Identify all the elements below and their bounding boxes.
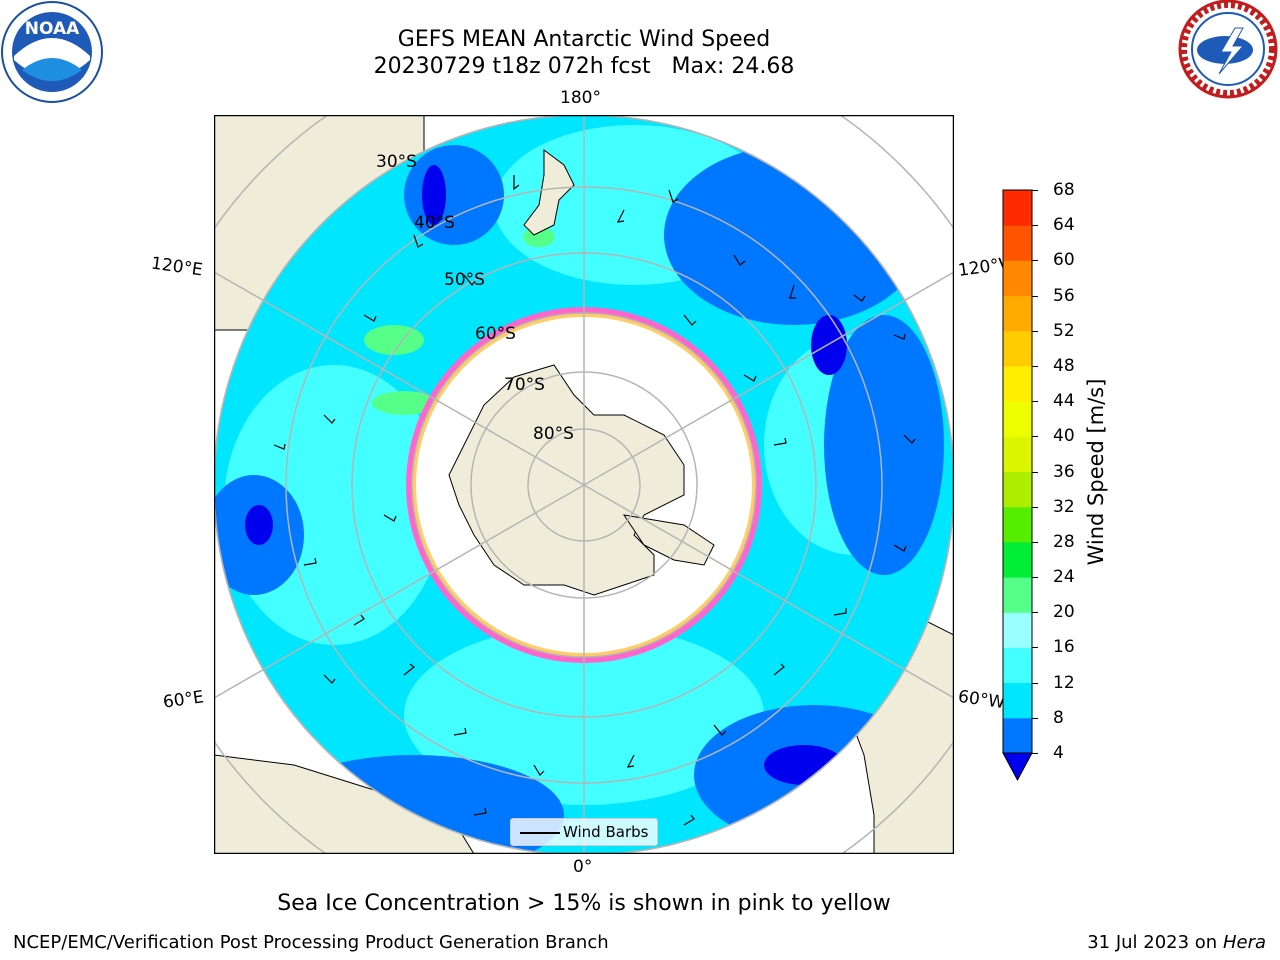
colorbar-band bbox=[1003, 365, 1032, 402]
colorbar-tick-mark bbox=[1032, 436, 1038, 438]
lon-label-60w: 60°W bbox=[956, 686, 1007, 714]
legend-line-icon bbox=[520, 832, 560, 834]
colorbar-tick-label: 32 bbox=[1053, 496, 1075, 517]
lat-label-30s: 30°S bbox=[376, 152, 417, 172]
colorbar-tick-label: 4 bbox=[1053, 743, 1064, 763]
colorbar-band bbox=[1003, 401, 1032, 437]
colorbar-band bbox=[1003, 436, 1032, 472]
lon-label-60e: 60°E bbox=[161, 687, 206, 713]
colorbar-tick-mark bbox=[1032, 541, 1038, 543]
lon-label-0: 0° bbox=[573, 857, 593, 877]
colorbar-tick-label: 20 bbox=[1053, 602, 1075, 623]
colorbar-tick-mark bbox=[1032, 506, 1038, 508]
colorbar-band bbox=[1003, 225, 1032, 261]
colorbar-band bbox=[1003, 260, 1032, 297]
colorbar-tick-mark bbox=[1032, 330, 1038, 332]
wind-barbs bbox=[273, 175, 916, 826]
colorbar-tick-mark bbox=[1032, 260, 1038, 262]
colorbar-tick-mark bbox=[1032, 577, 1038, 579]
colorbar-tick-mark bbox=[1032, 471, 1038, 473]
chart-title: GEFS MEAN Antarctic Wind Speed bbox=[397, 27, 771, 52]
colorbar bbox=[1002, 189, 1033, 782]
colorbar-tick-label: 48 bbox=[1053, 355, 1075, 376]
noaa-logo: NOAA bbox=[1, 1, 103, 103]
footer-host: Hera bbox=[1222, 932, 1266, 953]
legend-label: Wind Barbs bbox=[563, 823, 649, 841]
colorbar-band bbox=[1003, 541, 1032, 578]
footer-date-text: 31 Jul 2023 on bbox=[1087, 932, 1218, 953]
nws-logo bbox=[1178, 0, 1278, 99]
colorbar-band bbox=[1003, 190, 1032, 226]
colorbar-tick-label: 52 bbox=[1053, 320, 1075, 341]
land-antarctica bbox=[448, 364, 685, 596]
svg-text:NOAA: NOAA bbox=[25, 19, 80, 39]
lat-label-40s: 40°S bbox=[414, 213, 455, 233]
lat-label-60s: 60°S bbox=[475, 324, 516, 344]
colorbar-tick-label: 40 bbox=[1053, 426, 1075, 447]
lon-label-180: 180° bbox=[560, 88, 601, 108]
colorbar-band bbox=[1003, 506, 1032, 543]
colorbar-tick-label: 60 bbox=[1053, 250, 1075, 271]
colorbar-tick-mark bbox=[1032, 365, 1038, 367]
colorbar-tick-label: 56 bbox=[1053, 285, 1075, 306]
colorbar-tick-label: 36 bbox=[1053, 461, 1075, 482]
colorbar-tick-label: 12 bbox=[1053, 672, 1075, 693]
colorbar-tick-mark bbox=[1032, 647, 1038, 649]
colorbar-label: Wind Speed [m/s] bbox=[1084, 378, 1108, 566]
footer-date: 31 Jul 2023 on Hera bbox=[1087, 932, 1266, 953]
colorbar-tick-label: 16 bbox=[1053, 637, 1075, 658]
colorbar-band bbox=[1003, 647, 1032, 684]
colorbar-tick-mark bbox=[1032, 682, 1038, 684]
colorbar-band bbox=[1003, 717, 1032, 754]
colorbar-tick-mark bbox=[1032, 295, 1038, 297]
colorbar-extend-arrow bbox=[1002, 752, 1033, 782]
footer-credit: NCEP/EMC/Verification Post Processing Pr… bbox=[13, 932, 609, 953]
colorbar-tick-label: 28 bbox=[1053, 531, 1075, 552]
colorbar-band bbox=[1003, 330, 1032, 367]
lon-label-120e: 120°E bbox=[149, 253, 204, 281]
colorbar-tick-mark bbox=[1032, 753, 1038, 754]
chart-subtitle: 20230729 t18z 072h fcst Max: 24.68 bbox=[373, 54, 795, 79]
lat-label-80s: 80°S bbox=[533, 424, 574, 444]
polar-map bbox=[214, 115, 954, 854]
colorbar-tick-label: 44 bbox=[1053, 391, 1075, 412]
lat-label-50s: 50°S bbox=[444, 270, 485, 290]
colorbar-tick-mark bbox=[1032, 717, 1038, 719]
colorbar-band bbox=[1003, 471, 1032, 508]
colorbar-tick-label: 8 bbox=[1053, 707, 1064, 728]
colorbar-tick-mark bbox=[1032, 225, 1038, 227]
sea-ice-note: Sea Ice Concentration > 15% is shown in … bbox=[277, 891, 891, 916]
colorbar-band bbox=[1003, 612, 1032, 648]
colorbar-band bbox=[1003, 295, 1032, 332]
wind-barbs-legend: Wind Barbs bbox=[510, 818, 658, 846]
colorbar-tick-label: 64 bbox=[1053, 215, 1075, 236]
colorbar-tick-mark bbox=[1032, 612, 1038, 614]
colorbar-band bbox=[1003, 682, 1032, 719]
colorbar-band bbox=[1003, 577, 1032, 613]
lat-label-70s: 70°S bbox=[504, 375, 545, 395]
colorbar-tick-label: 68 bbox=[1053, 180, 1075, 200]
colorbar-tick-mark bbox=[1032, 190, 1038, 191]
colorbar-tick-label: 24 bbox=[1053, 567, 1075, 588]
colorbar-tick-mark bbox=[1032, 401, 1038, 403]
